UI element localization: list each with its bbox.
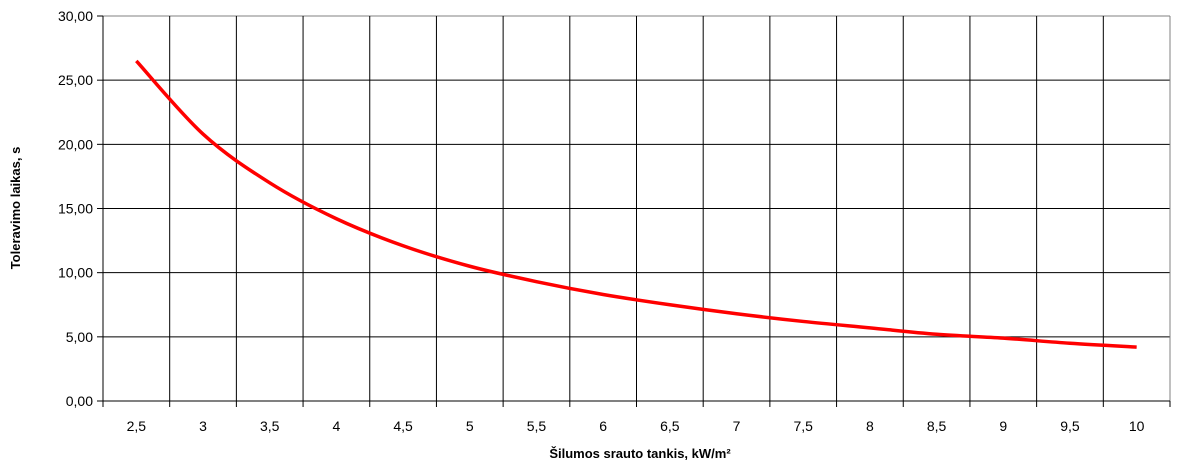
y-axis-ticks: 0,00 5,00 10,00 15,00 20,00 25,00 30,00: [58, 8, 103, 409]
x-tick-label: 4,5: [393, 418, 413, 434]
x-tick-label: 5: [466, 418, 474, 434]
y-tick-label: 25,00: [58, 72, 93, 88]
grid-lines: [103, 15, 1171, 401]
x-tick-label: 4: [333, 418, 341, 434]
x-tick-label: 7: [733, 418, 741, 434]
y-tick-label: 30,00: [58, 8, 93, 24]
x-axis-ticks: 2,5 3 3,5 4 4,5 5 5,5 6 6,5 7 7,5 8 8,5 9 9,5 10: [102, 401, 1171, 434]
y-tick-label: 15,00: [58, 201, 93, 217]
x-tick-label: 7,5: [793, 418, 813, 434]
x-axis-title: Šilumos srauto tankis, kW/m²: [549, 446, 731, 461]
x-tick-label: 5,5: [527, 418, 547, 434]
x-tick-label: 9: [999, 418, 1007, 434]
y-tick-label: 10,00: [58, 265, 93, 281]
x-tick-label: 8,5: [927, 418, 947, 434]
x-tick-label: 2,5: [127, 418, 147, 434]
series-line-0: [135, 59, 1137, 349]
y-axis-title: Toleravimo laikas, s: [8, 147, 23, 270]
x-tick-label: 3: [199, 418, 207, 434]
y-tick-label: 0,00: [66, 393, 93, 409]
x-tick-label: 10: [1129, 418, 1145, 434]
x-tick-label: 6,5: [660, 418, 680, 434]
series-layer: [135, 59, 1137, 349]
x-tick-label: 8: [866, 418, 874, 434]
x-tick-label: 3,5: [260, 418, 280, 434]
x-tick-label: 6: [599, 418, 607, 434]
y-tick-label: 5,00: [66, 329, 93, 345]
y-tick-label: 20,00: [58, 136, 93, 152]
x-tick-label: 9,5: [1060, 418, 1080, 434]
